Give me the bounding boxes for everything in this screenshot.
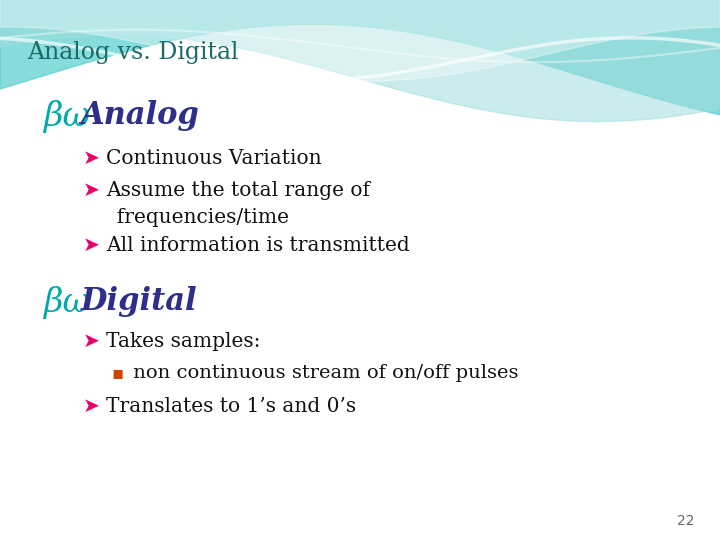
Text: Digital: Digital bbox=[81, 286, 197, 317]
Text: Analog vs. Digital: Analog vs. Digital bbox=[27, 40, 239, 64]
Text: βω: βω bbox=[43, 286, 90, 319]
Text: Translates to 1’s and 0’s: Translates to 1’s and 0’s bbox=[106, 397, 356, 416]
Text: ➤: ➤ bbox=[83, 332, 99, 351]
Text: frequencies/time: frequencies/time bbox=[104, 208, 289, 227]
Text: ➤: ➤ bbox=[83, 236, 99, 255]
Text: 22: 22 bbox=[678, 514, 695, 528]
Text: All information is transmitted: All information is transmitted bbox=[106, 236, 410, 255]
Text: Analog: Analog bbox=[81, 100, 199, 131]
Text: Assume the total range of: Assume the total range of bbox=[106, 181, 370, 200]
Text: ➤: ➤ bbox=[83, 397, 99, 416]
Text: ▪: ▪ bbox=[112, 364, 124, 382]
Text: Takes samples:: Takes samples: bbox=[106, 332, 261, 351]
Text: non continuous stream of on/off pulses: non continuous stream of on/off pulses bbox=[127, 364, 519, 382]
Text: βω: βω bbox=[43, 100, 90, 133]
Text: Continuous Variation: Continuous Variation bbox=[106, 148, 321, 167]
Text: ➤: ➤ bbox=[83, 148, 99, 167]
Text: ➤: ➤ bbox=[83, 181, 99, 200]
